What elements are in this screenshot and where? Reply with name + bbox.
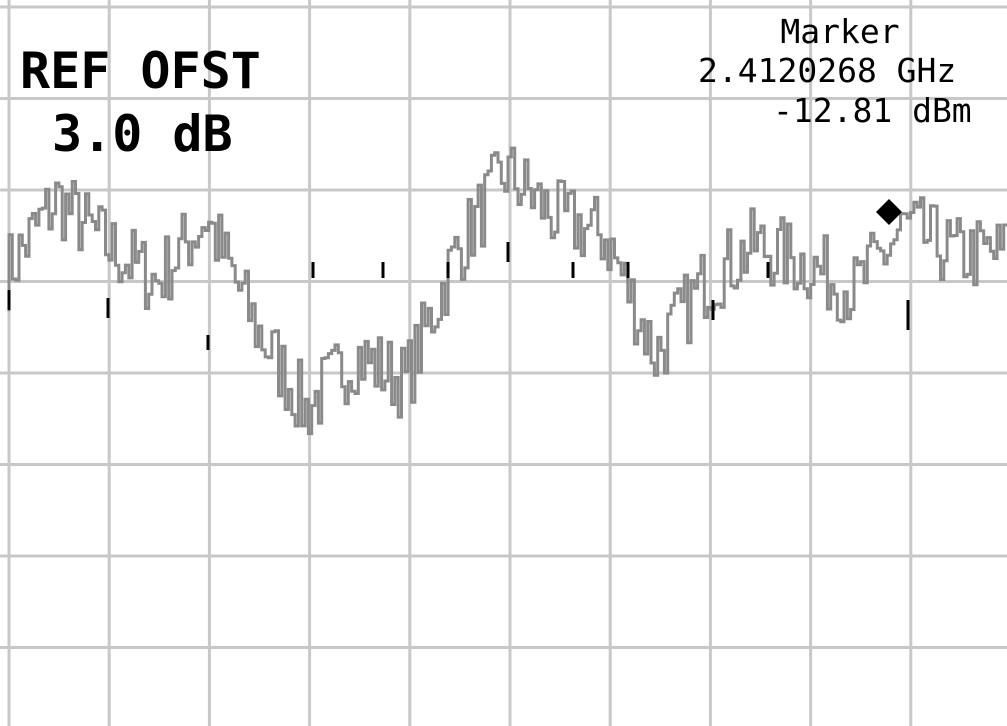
- marker-diamond-icon: [876, 199, 902, 225]
- marker-frequency: 2.4120268 GHz: [698, 51, 956, 90]
- trace-detail: [7, 242, 910, 350]
- ref-offset-label: REF OFST: [20, 42, 261, 100]
- spectrum-trace: [7, 146, 1007, 436]
- marker-label: Marker: [780, 12, 899, 51]
- marker-level: -12.81 dBm: [773, 91, 972, 130]
- ref-offset-value: 3.0 dB: [52, 105, 233, 163]
